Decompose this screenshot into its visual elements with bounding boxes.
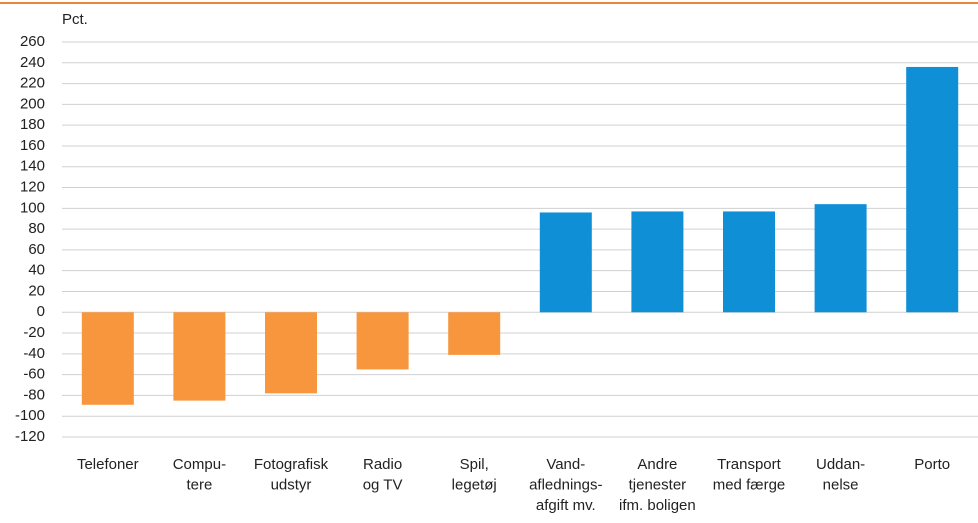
x-tick-label-line: med færge — [713, 476, 786, 493]
y-tick-label: 160 — [20, 137, 45, 154]
x-tick-label-line: legetøj — [452, 476, 497, 493]
bar — [631, 211, 684, 313]
y-tick-label: -80 — [23, 386, 45, 403]
x-tick-label: Radio og TV — [363, 456, 403, 494]
y-tick-label: 80 — [28, 220, 45, 237]
y-tick-label: 60 — [28, 241, 45, 258]
x-tick-label: Transport med færge — [713, 456, 786, 494]
x-tick-label-line: ifm. boligen — [619, 497, 696, 514]
x-tick-label-line: Radio — [363, 456, 402, 473]
bar — [173, 312, 226, 401]
x-tick-label-line: tere — [186, 476, 212, 493]
y-tick-label: -60 — [23, 366, 45, 383]
x-tick-label: Vand-aflednings-afgift mv. — [529, 456, 602, 514]
x-tick-label-line: Spil, — [460, 456, 489, 473]
y-tick-label: 240 — [20, 54, 45, 71]
y-tick-label: -20 — [23, 324, 45, 341]
x-tick-label: Andre tjenester ifm. boligen — [619, 456, 696, 514]
x-tick-label: Fotografisk udstyr — [254, 456, 329, 494]
bar — [265, 312, 317, 394]
y-tick-label: 40 — [28, 262, 45, 279]
x-tick-label-line: Uddan- — [816, 456, 865, 473]
y-tick-label: -40 — [23, 345, 45, 362]
y-tick-label: 100 — [20, 199, 45, 216]
x-tick-label-line: Transport — [717, 456, 781, 473]
x-tick-label: Telefoner — [77, 456, 139, 473]
x-tick-label: Compu-tere — [173, 456, 226, 494]
x-tick-label-line: og TV — [363, 476, 403, 493]
bar — [539, 212, 592, 313]
x-tick-label-line: Porto — [914, 456, 950, 473]
y-tick-label: 180 — [20, 116, 45, 133]
x-tick-label-line: tjenester — [629, 476, 687, 493]
y-tick-label: 220 — [20, 75, 45, 92]
x-tick-label-line: Telefoner — [77, 456, 139, 473]
bar — [723, 211, 775, 313]
x-tick-label-line: udstyr — [271, 476, 312, 493]
bar — [448, 312, 501, 355]
x-tick-label: Spil, legetøj — [452, 456, 497, 494]
y-tick-label: 120 — [20, 178, 45, 195]
x-tick-label-line: Vand- — [546, 456, 585, 473]
y-tick-label: -120 — [15, 428, 45, 445]
x-tick-label-line: nelse — [823, 476, 859, 493]
x-tick-label: Porto — [914, 456, 950, 473]
y-tick-label: 0 — [37, 303, 45, 320]
x-tick-label-line: afgift mv. — [536, 497, 596, 514]
y-tick-label: 140 — [20, 158, 45, 175]
x-tick-label-line: Compu- — [173, 456, 226, 473]
x-tick-label-line: Fotografisk — [254, 456, 329, 473]
bar — [356, 312, 409, 370]
x-tick-label: Uddan-nelse — [816, 456, 865, 494]
bar — [814, 204, 867, 313]
y-tick-label: 200 — [20, 95, 45, 112]
x-tick-label-line: Andre — [637, 456, 677, 473]
y-tick-label: -100 — [15, 407, 45, 424]
bar — [81, 312, 134, 405]
x-tick-label-line: aflednings- — [529, 476, 602, 493]
y-tick-label: 20 — [28, 282, 45, 299]
y-tick-label: 260 — [20, 33, 45, 50]
bar — [906, 66, 959, 313]
y-axis-label: Pct. — [62, 11, 88, 28]
